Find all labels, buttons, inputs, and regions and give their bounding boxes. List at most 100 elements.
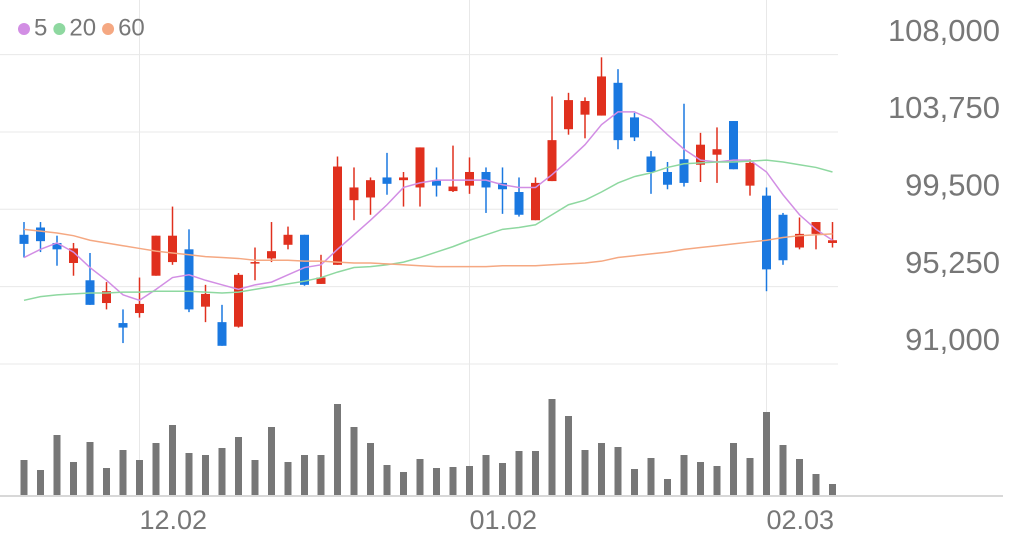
volume-bar <box>20 460 28 495</box>
candle-body <box>382 177 392 184</box>
candle-body <box>349 187 359 201</box>
ma-line <box>23 111 833 302</box>
volume-bar <box>796 459 803 495</box>
volume-bar <box>268 427 275 495</box>
y-tick-label: 99,500 <box>905 167 1000 202</box>
candle-body <box>432 180 441 186</box>
volume-bar <box>631 469 638 495</box>
x-tick-label: 12.02 <box>140 505 208 535</box>
volume-bar <box>53 435 61 495</box>
candle-body <box>630 117 639 138</box>
volume-bar <box>581 450 589 495</box>
candle-body <box>151 235 161 276</box>
legend-label: 5 <box>34 14 47 41</box>
volume-bar <box>169 425 176 495</box>
candle-body <box>762 195 771 270</box>
y-tick-label: 103,750 <box>888 90 1000 125</box>
candle-body <box>267 251 276 259</box>
candle-body <box>811 222 821 234</box>
volume-bar <box>680 455 688 495</box>
volume-bar <box>598 443 605 495</box>
volume-bar <box>433 468 440 495</box>
volume-bar <box>466 466 473 495</box>
candle-body <box>36 227 45 242</box>
candle-body <box>415 147 425 188</box>
legend-label: 20 <box>69 14 96 41</box>
volume-bar <box>103 468 110 495</box>
volume-bar <box>614 447 622 495</box>
ma-line <box>23 159 833 302</box>
candle-body <box>366 180 375 198</box>
volume-bar <box>532 451 539 495</box>
candle-body <box>217 322 227 346</box>
candle-body <box>498 182 507 190</box>
volume-bar <box>350 427 358 495</box>
candle-body <box>745 162 755 186</box>
candle-body <box>828 240 837 243</box>
volume-bar <box>317 455 325 495</box>
volume-bar <box>565 416 572 495</box>
y-tick-label: 108,000 <box>888 13 1000 48</box>
candle-body <box>696 144 705 165</box>
volume-bar <box>136 460 143 495</box>
volume-bar <box>37 470 44 495</box>
volume-bar <box>499 463 506 495</box>
volume-bar <box>647 458 655 495</box>
candle-body <box>168 235 177 263</box>
candle-body <box>316 277 326 284</box>
legend-label: 60 <box>118 14 145 41</box>
volume-bar <box>697 462 704 495</box>
volume-bar <box>482 455 490 495</box>
candle-body <box>448 186 458 192</box>
volume-bar <box>334 404 341 495</box>
candle-body <box>729 121 738 170</box>
volume-bar <box>713 466 721 495</box>
legend-dot <box>102 23 115 35</box>
volume-bar <box>235 437 242 495</box>
candle-body <box>580 101 590 115</box>
candle-body <box>399 177 408 181</box>
y-tick-label: 95,250 <box>905 245 1000 280</box>
candle-body <box>69 248 78 263</box>
candle-body <box>547 140 557 182</box>
volume-bar <box>829 484 836 495</box>
volume-bar <box>86 442 94 495</box>
ma-line <box>23 228 833 268</box>
volume-bar <box>515 451 523 495</box>
candle-body <box>102 291 111 304</box>
volume-bar <box>416 459 424 495</box>
candle-body <box>118 323 128 328</box>
candle-body <box>184 249 194 310</box>
volume-bar <box>383 465 391 495</box>
candle-body <box>679 159 689 183</box>
volume-bar <box>779 445 787 495</box>
x-tick-label: 01.02 <box>470 505 538 535</box>
candle-body <box>135 303 144 314</box>
candle-body <box>564 100 573 130</box>
candle-body <box>283 234 293 245</box>
volume-bar <box>730 443 737 495</box>
candle-body <box>712 149 722 155</box>
volume-bar <box>70 462 77 495</box>
volume-bar <box>185 453 193 495</box>
candle-body <box>465 171 474 186</box>
legend-dot <box>53 23 66 35</box>
legend-dot <box>18 23 30 35</box>
candle-body <box>795 233 804 248</box>
volume-bar <box>400 472 407 495</box>
volume-bar <box>763 412 770 495</box>
y-tick-label: 91,000 <box>905 322 1000 357</box>
volume-bar <box>218 448 226 495</box>
volume-bar <box>367 443 374 495</box>
candle-body <box>597 76 606 116</box>
candle-body <box>234 274 243 327</box>
volume-bar <box>202 455 209 495</box>
candle-body <box>52 242 62 250</box>
candle-body <box>19 234 29 244</box>
candle-body <box>514 192 524 215</box>
volume-bar <box>152 443 160 495</box>
volume-bar <box>812 474 820 495</box>
candle-body <box>663 171 672 185</box>
